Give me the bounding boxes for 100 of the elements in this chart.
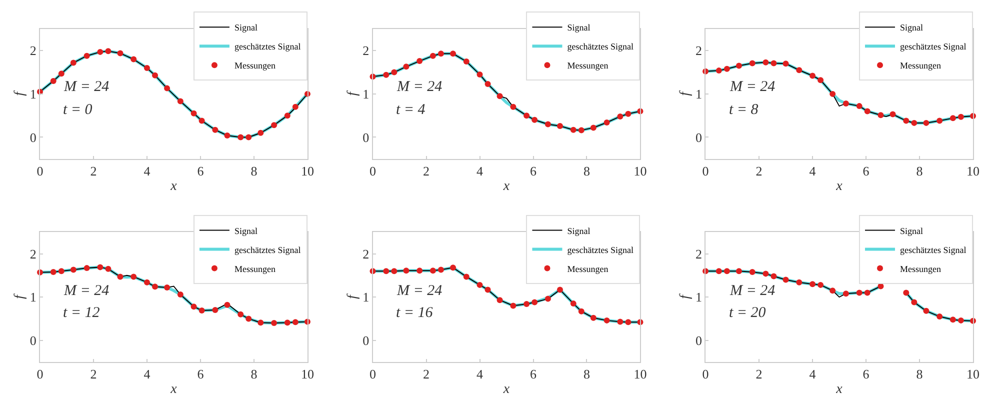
point	[950, 115, 956, 122]
x-tick-label: 2	[756, 163, 762, 178]
x-tick-label: 8	[250, 163, 258, 178]
legend-label: Messungen	[567, 264, 609, 274]
point	[190, 304, 197, 310]
point	[391, 268, 398, 274]
point	[258, 320, 264, 326]
legend-label: Signal	[234, 226, 258, 236]
point	[724, 66, 730, 72]
x-axis-title: x	[502, 382, 510, 397]
point	[911, 120, 918, 126]
point	[625, 319, 632, 326]
point	[416, 58, 423, 64]
x-tick-label: 2	[90, 366, 97, 382]
point	[496, 93, 503, 100]
annotation: t = 8	[729, 102, 759, 118]
point	[617, 318, 624, 325]
point	[950, 316, 956, 323]
x-tick-label: 4	[476, 366, 484, 382]
point	[190, 110, 197, 116]
point	[450, 50, 456, 57]
point	[864, 108, 870, 114]
point	[958, 317, 964, 324]
point	[403, 64, 410, 70]
point	[130, 56, 137, 62]
point	[438, 266, 444, 273]
point	[510, 104, 516, 110]
point	[84, 265, 90, 272]
legend-label: geschätztes Signal	[900, 244, 967, 255]
point	[544, 121, 551, 128]
point	[84, 52, 90, 59]
point	[796, 279, 802, 286]
point	[430, 52, 436, 59]
point	[403, 268, 410, 274]
legend-label: Messungen	[900, 60, 942, 71]
y-axis-title: f	[12, 90, 28, 96]
point	[484, 286, 491, 293]
point	[50, 78, 56, 84]
point	[762, 270, 769, 277]
point	[50, 268, 56, 275]
annotation: t = 12	[63, 305, 100, 321]
point	[842, 100, 849, 106]
y-axis-title: f	[345, 293, 360, 300]
y-tick-label: 2	[30, 43, 36, 58]
annotation: t = 4	[396, 102, 426, 118]
x-tick-label: 4	[809, 163, 816, 178]
x-tick-label: 8	[916, 163, 923, 178]
point	[70, 60, 76, 66]
annotation: M = 24	[63, 283, 110, 299]
point	[762, 59, 769, 66]
point	[590, 314, 596, 321]
point	[532, 299, 538, 306]
point	[749, 60, 756, 66]
point	[570, 300, 576, 307]
x-tick-label: 10	[300, 366, 314, 382]
y-tick-label: 2	[362, 246, 370, 262]
point	[271, 320, 278, 326]
point	[152, 284, 158, 290]
x-tick-label: 2	[90, 163, 97, 178]
point	[830, 288, 836, 294]
point	[890, 111, 896, 118]
point	[224, 302, 230, 308]
point	[770, 60, 777, 66]
annotation: M = 24	[729, 79, 776, 95]
point	[198, 307, 205, 314]
point	[716, 68, 722, 74]
y-tick-label: 1	[362, 290, 370, 305]
point	[97, 264, 104, 270]
point	[810, 281, 816, 288]
annotation: M = 24	[396, 283, 443, 299]
x-tick-label: 2	[423, 366, 430, 382]
y-axis-title: f	[345, 90, 360, 96]
point	[556, 122, 563, 129]
legend-label: Signal	[567, 226, 591, 236]
annotation: t = 0	[63, 102, 93, 118]
y-tick-label: 2	[30, 246, 36, 262]
point	[842, 290, 849, 297]
point	[130, 274, 137, 280]
point	[736, 62, 742, 69]
x-tick-label: 6	[862, 366, 870, 382]
point	[105, 48, 112, 54]
point	[152, 72, 158, 78]
point	[292, 104, 298, 110]
point	[383, 268, 390, 274]
y-tick-label: 0	[695, 332, 702, 348]
point	[830, 90, 836, 97]
point	[625, 110, 632, 117]
x-tick-label: 10	[634, 163, 647, 178]
point	[923, 308, 930, 314]
annotation: t = 16	[396, 305, 434, 321]
point	[238, 311, 244, 318]
legend-label: Messungen	[900, 264, 942, 274]
point	[476, 71, 483, 78]
point	[770, 273, 777, 280]
x-tick-label: 10	[634, 366, 647, 382]
point	[463, 58, 470, 64]
point	[958, 114, 964, 120]
point	[476, 282, 483, 288]
x-tick-label: 8	[916, 366, 923, 382]
y-axis-title: f	[12, 293, 28, 300]
